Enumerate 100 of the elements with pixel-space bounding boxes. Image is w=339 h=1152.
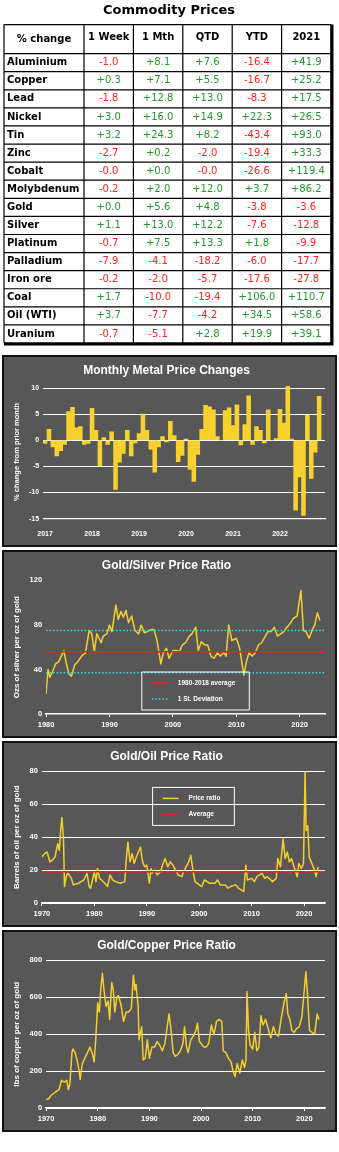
data-label: +22.3 [241,110,273,122]
data-label: +12.2 [192,219,223,231]
bar [58,440,64,452]
data-label: +17.5 [290,92,322,104]
bar [78,426,83,441]
data-label: -9.9 [296,237,317,249]
data-label: +5.6 [145,200,171,212]
y-axis-title: Ozs of silver per oz of gold [12,595,21,699]
data-label: +12.8 [142,92,174,104]
data-label: -6.0 [247,255,267,267]
data-label: +13.0 [192,92,223,104]
y-tick-label: Aluminium [7,56,68,68]
y-tick-label: Uranium [7,327,55,339]
data-label: +13.0 [142,219,174,231]
data-label: -0.2 [98,182,119,194]
data-label: +2.8 [195,327,220,339]
y-tick-label: Oil (WTI) [7,309,57,321]
y-axis-title: lbs of copper per oz of gold [12,981,21,1087]
data-label: -1.8 [98,92,119,104]
data-label: +0.0 [145,164,171,176]
data-label: -1.0 [98,56,119,68]
bar [258,429,263,441]
data-label: +26.5 [290,110,322,122]
data-label: +106.0 [238,291,276,303]
data-label: +14.9 [192,110,223,122]
data-label: +7.5 [145,237,171,249]
data-label: -8.3 [247,92,267,104]
bar [85,440,91,444]
chart-title: Commodity Prices [102,2,236,18]
data-label: -7.9 [98,255,119,267]
data-label: +33.3 [290,146,322,158]
data-label: -19.4 [194,291,221,303]
chart-title: Gold/Copper Price Ratio [97,937,236,952]
data-label: +8.2 [195,128,220,140]
y-axis-title: Barrels of oil per oz of gold [12,785,21,889]
data-label: +7.6 [195,56,220,68]
y-axis-title: % change [16,32,72,44]
y-tick-label: Palladium [7,255,63,267]
data-label: -19.4 [243,146,270,158]
bar [101,437,107,441]
y-tick-label: Zinc [7,146,31,158]
bar [70,407,75,441]
data-label: +12.0 [192,182,223,194]
data-label: -2.7 [98,146,119,158]
data-label: -17.7 [293,255,320,267]
data-label: +2.0 [145,182,171,194]
data-label: -27.8 [293,273,320,285]
y-tick-label: Nickel [7,110,42,122]
data-label: +1.1 [96,219,121,231]
data-label: -3.8 [247,200,267,212]
data-label: -5.1 [148,327,168,339]
data-label: +86.2 [290,182,322,194]
bar [246,395,251,441]
data-label: +16.0 [142,110,174,122]
data-label: -16.7 [243,74,270,86]
y-tick-label: Iron ore [7,273,52,285]
data-label: -4.1 [148,255,168,267]
data-label: -7.7 [148,309,168,321]
data-label: +0.2 [145,146,171,158]
data-label: -0.0 [197,164,218,176]
data-label: -17.6 [243,273,270,285]
data-label: -18.2 [194,255,221,267]
y-tick-label: Lead [7,92,35,104]
data-label: +7.1 [145,74,171,86]
data-label: +4.8 [195,200,220,212]
data-label: -2.0 [197,146,218,158]
chart-title: Gold/Oil Price Ratio [110,748,223,763]
x-tick-label: YTD [244,31,269,43]
bar [293,440,298,511]
data-label: +3.0 [96,110,121,122]
x-tick-label: 1 Mth [141,31,175,43]
data-label: +1.8 [244,237,270,249]
data-label: +110.7 [287,291,325,303]
data-label: -2.0 [148,273,168,285]
data-label: +39.1 [290,327,322,339]
data-label: -0.0 [98,164,119,176]
data-label: +19.9 [241,327,273,339]
data-label: +3.7 [96,309,121,321]
y-tick-label: Platinum [7,237,58,249]
data-label: +0.3 [96,74,121,86]
data-label: +25.2 [290,74,322,86]
data-label: -10.0 [145,291,172,303]
data-label: +93.0 [290,128,322,140]
data-label: +5.5 [195,74,220,86]
bar [211,409,216,441]
y-tick-label: Copper [7,74,48,86]
x-tick-label: 2021 [292,31,321,43]
bar [207,406,212,441]
data-label: +13.3 [192,237,223,249]
data-label: +58.6 [290,309,322,321]
data-label: -4.2 [197,309,218,321]
data-label: -0.7 [98,237,119,249]
bar [152,440,157,473]
y-tick-label: Molybdenum [7,182,80,194]
bar [168,421,173,441]
data-label: +34.5 [241,309,273,321]
chart-title: Monthly Metal Price Changes [83,362,251,377]
data-label: -12.8 [293,219,320,231]
data-label: -3.6 [296,200,317,212]
data-label: -0.7 [98,327,119,339]
